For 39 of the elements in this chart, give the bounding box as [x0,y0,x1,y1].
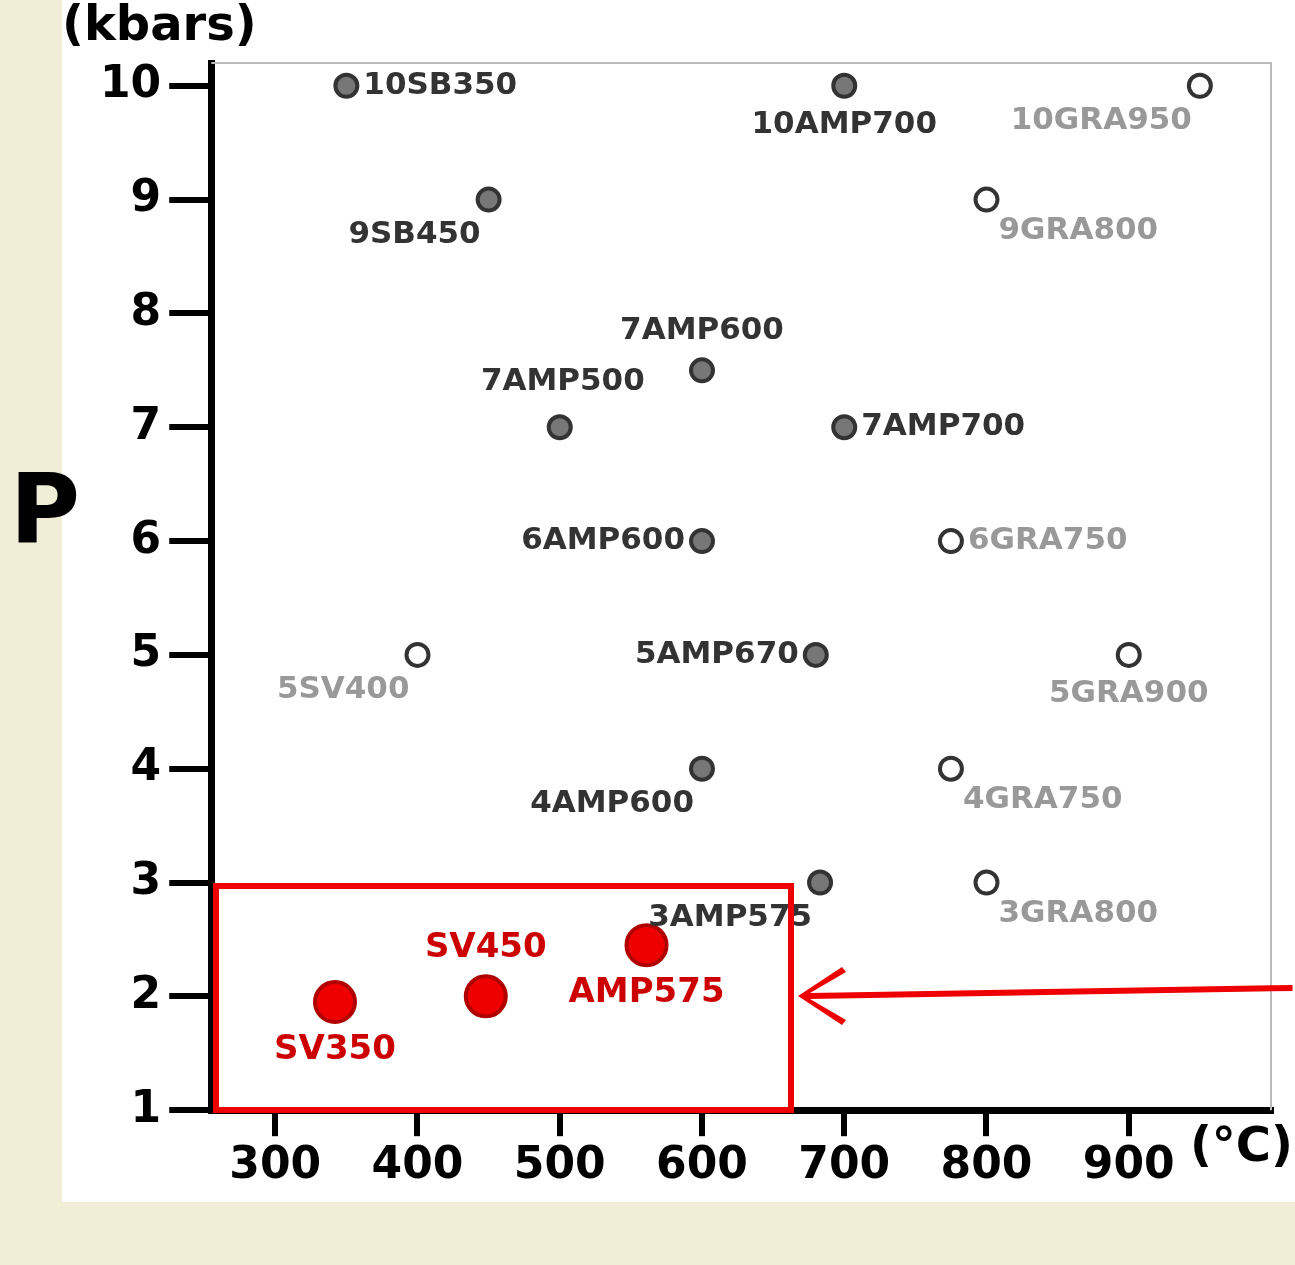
data-label: 7AMP600 [620,310,784,347]
x-tick-label: 500 [513,1137,606,1189]
x-tick-label: 800 [940,1137,1033,1189]
y-tick-label: 8 [130,283,162,335]
y-tick-label: 7 [130,397,162,449]
data-label: 4AMP600 [530,782,694,819]
data-label: 7AMP500 [480,361,645,398]
data-label: 9GRA800 [998,209,1159,246]
x-axis-title: (°C) [1189,1115,1293,1172]
data-label: 5AMP670 [634,633,799,670]
x-tick-label: 700 [798,1137,891,1189]
y-tick-label: 10 [100,56,162,108]
data-label: 10AMP700 [751,103,937,140]
y-axis-title: P [9,452,81,565]
y-tick-label: 3 [130,852,162,904]
x-tick-label: 600 [656,1137,748,1189]
x-tick-label: 900 [1082,1137,1175,1189]
y-tick-label: 9 [130,170,162,222]
y-tick-label: 1 [130,1080,162,1132]
data-label: SV450 [424,925,547,966]
data-label: 5SV400 [276,668,410,705]
data-label: AMP575 [568,969,725,1010]
y-tick-label: 2 [130,966,162,1018]
text: (kbars) [62,0,257,52]
data-label: 10SB350 [363,64,518,101]
y-tick-label: 6 [130,511,162,563]
data-label: 5GRA900 [1048,672,1209,709]
x-tick-label: 300 [229,1137,322,1189]
data-label: 6GRA750 [967,520,1128,557]
y-tick-label: 4 [130,739,162,791]
data-label: SV350 [274,1026,396,1067]
data-label: 3GRA800 [998,892,1159,929]
x-tick-label: 400 [371,1137,464,1189]
data-label: 6AMP600 [521,520,685,557]
y-tick-label: 5 [130,625,162,677]
data-label: 9SB450 [348,213,481,250]
data-label: 4GRA750 [962,778,1123,815]
data-label: 10GRA950 [1010,99,1192,136]
data-label: 7AMP700 [861,406,1026,443]
